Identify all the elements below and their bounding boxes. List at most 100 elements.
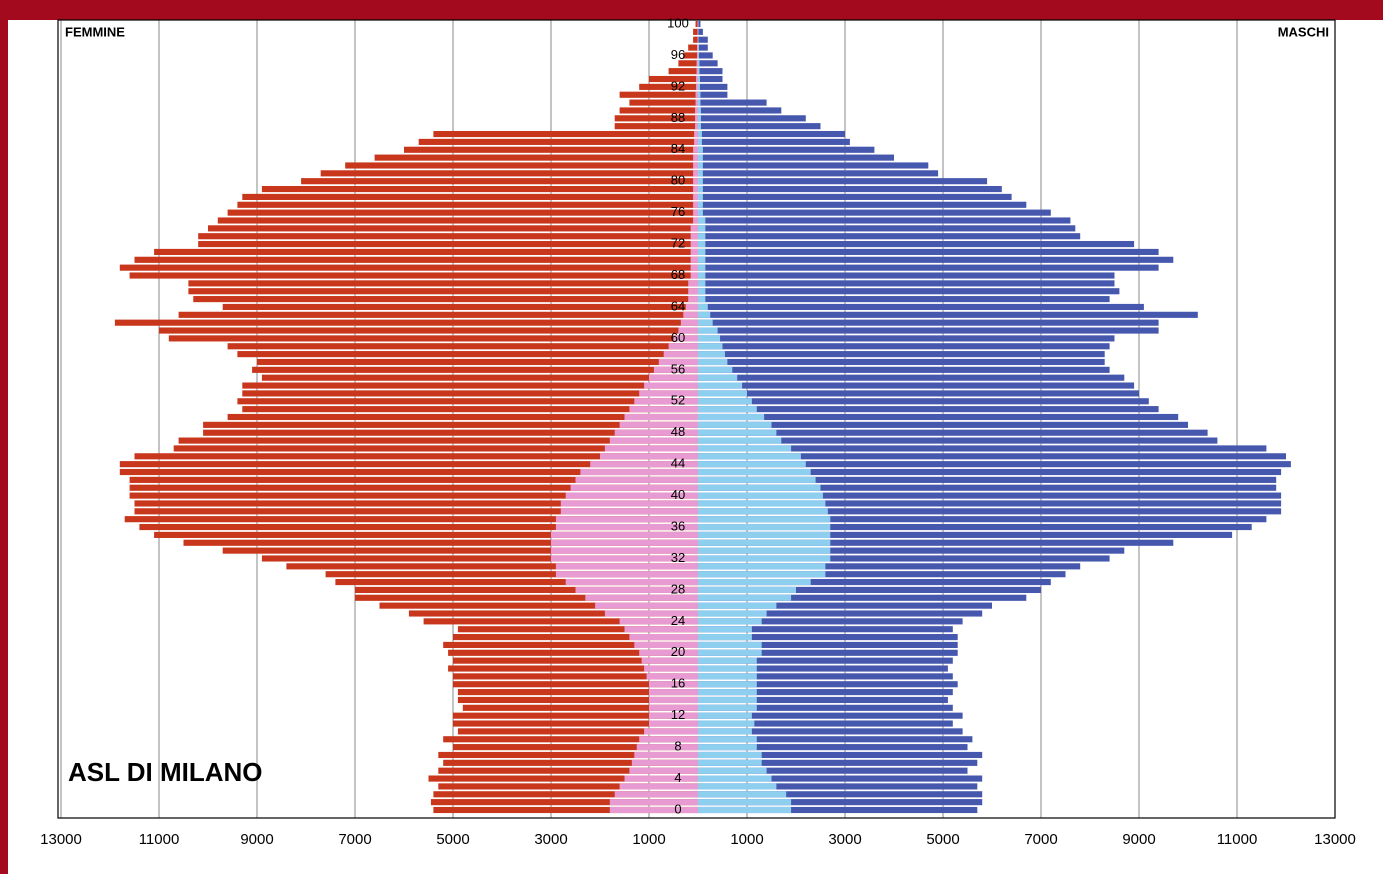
bar <box>698 696 948 704</box>
bar <box>698 75 723 83</box>
bar <box>698 634 958 641</box>
bar <box>580 468 698 476</box>
bar <box>698 413 765 421</box>
bar <box>575 476 698 483</box>
bar <box>695 91 698 98</box>
bar <box>690 241 698 248</box>
bar <box>698 374 1125 381</box>
bar <box>698 146 875 153</box>
bar <box>639 390 698 397</box>
bar <box>685 303 698 311</box>
bar <box>178 311 699 318</box>
bar <box>604 610 698 617</box>
bar <box>325 571 698 578</box>
bar <box>690 256 698 263</box>
bar <box>698 201 703 208</box>
bar <box>193 296 699 303</box>
bar <box>698 689 757 696</box>
bar <box>698 107 782 114</box>
bar <box>693 217 698 224</box>
bar <box>683 311 698 318</box>
y-tick-label: 96 <box>671 47 685 62</box>
bar <box>698 241 706 248</box>
bar <box>698 681 958 688</box>
bar <box>168 335 699 342</box>
bar <box>698 115 806 122</box>
bar <box>188 288 698 295</box>
bar <box>134 256 698 263</box>
bar <box>261 555 698 562</box>
bar <box>698 390 1139 397</box>
bar <box>694 138 698 145</box>
bar <box>242 406 699 413</box>
bar <box>644 728 698 735</box>
bar <box>698 445 792 452</box>
bar <box>698 303 708 311</box>
bar <box>698 547 831 554</box>
bar <box>261 185 698 193</box>
bar <box>551 555 698 562</box>
bar <box>698 311 1198 318</box>
bar <box>595 602 698 609</box>
y-tick-label: 0 <box>674 801 681 816</box>
bar <box>698 52 699 59</box>
bar <box>698 75 700 83</box>
bar <box>453 712 698 719</box>
bar <box>695 115 698 122</box>
bar <box>134 453 698 460</box>
y-tick-label: 52 <box>671 393 685 408</box>
bar <box>698 288 706 295</box>
bar <box>698 52 713 59</box>
bar <box>698 382 1135 389</box>
bar <box>698 272 1115 279</box>
bar <box>698 288 1120 295</box>
bar <box>188 280 698 287</box>
bar <box>222 547 698 554</box>
bar <box>698 154 703 161</box>
bar <box>698 751 983 759</box>
bar <box>693 209 698 216</box>
y-tick-label: 92 <box>671 78 685 93</box>
bar <box>698 178 988 185</box>
bar <box>698 649 762 656</box>
bar <box>698 751 762 759</box>
bar <box>698 256 1174 263</box>
y-tick-label: 72 <box>671 236 685 251</box>
bar <box>698 618 963 625</box>
bar <box>443 641 698 649</box>
bar <box>693 162 698 169</box>
bar <box>698 484 821 491</box>
bar <box>698 351 1105 358</box>
bar <box>693 201 698 208</box>
bar <box>698 358 728 366</box>
bar <box>404 146 698 153</box>
bar <box>696 83 698 90</box>
bar <box>634 398 698 405</box>
bar <box>570 484 698 491</box>
bar <box>698 335 1115 342</box>
bar <box>698 586 796 593</box>
plot-border <box>57 19 1336 819</box>
bar <box>693 170 698 177</box>
bar <box>698 421 772 428</box>
bar <box>585 594 698 601</box>
bar <box>453 673 698 680</box>
bar <box>438 751 698 759</box>
bar <box>408 610 698 617</box>
bar <box>355 586 698 593</box>
bar <box>698 60 700 67</box>
bar <box>693 185 698 193</box>
bar <box>690 233 698 240</box>
bar <box>698 571 1066 578</box>
bar <box>663 351 698 358</box>
bar <box>252 366 698 373</box>
y-tick-label: 8 <box>674 739 681 754</box>
bar <box>680 319 698 326</box>
left-label: FEMMINE <box>65 24 125 39</box>
bar <box>698 358 1105 366</box>
x-tick-label: 3000 <box>828 831 861 848</box>
bar <box>658 358 698 366</box>
bar <box>430 799 698 806</box>
bar <box>208 225 698 232</box>
